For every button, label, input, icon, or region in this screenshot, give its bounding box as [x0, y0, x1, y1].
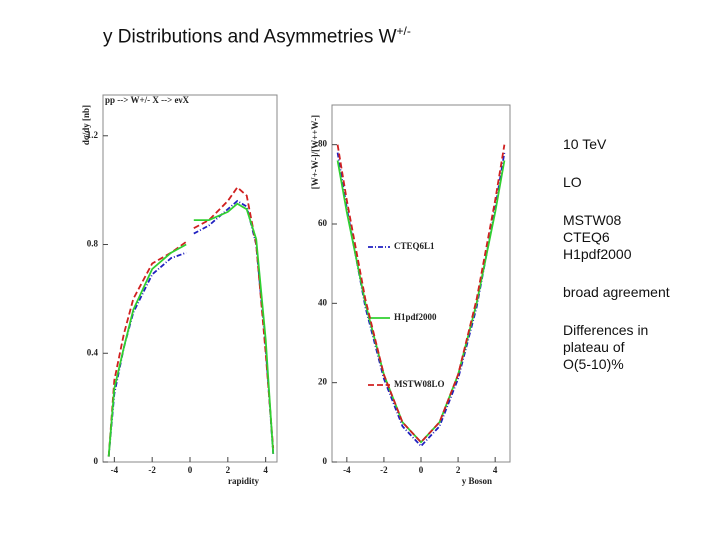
- y-tick-label: 0: [323, 456, 328, 466]
- legend-label: H1pdf2000: [394, 312, 437, 322]
- x-tick-label: 2: [226, 465, 231, 475]
- note-line: CTEQ6: [563, 229, 610, 245]
- x-tick-label: 4: [263, 465, 268, 475]
- note-line: 10 TeV: [563, 136, 607, 152]
- note-line: Differences in: [563, 322, 649, 338]
- plot-frame: [102, 94, 278, 463]
- note: MSTW08 CTEQ6 H1pdf2000: [563, 212, 670, 263]
- series-line: [107, 202, 275, 457]
- note-line: plateau of: [563, 339, 625, 355]
- x-tick-label: -2: [380, 465, 388, 475]
- note-line: H1pdf2000: [563, 246, 632, 262]
- legend-label: CTEQ6L1: [394, 241, 435, 251]
- series-line: [336, 152, 506, 448]
- note: broad agreement: [563, 284, 670, 301]
- y-axis-label: dσ/dy [nb]: [81, 105, 91, 145]
- series-line: [107, 186, 275, 457]
- y-tick-label: 60: [318, 218, 328, 228]
- x-axis-label: y Boson: [462, 476, 492, 486]
- y-axis-label: [W+-W-]/[W++W-]: [310, 115, 320, 189]
- note-line: O(5-10)%: [563, 356, 624, 372]
- slide-title: y Distributions and Asymmetries W+/-: [103, 24, 411, 48]
- series-line: [336, 160, 506, 444]
- y-tick-label: 80: [318, 139, 328, 149]
- notes: 10 TeV LO MSTW08 CTEQ6 H1pdf2000 broad agreem…: [563, 136, 670, 394]
- title-sup: +/-: [396, 24, 411, 38]
- x-tick-label: -2: [148, 465, 156, 475]
- note: Differences in plateau of O(5-10)%: [563, 322, 670, 373]
- y-tick-label: 1.2: [87, 130, 99, 140]
- note-line: MSTW08: [563, 212, 622, 228]
- title-text: y Distributions and Asymmetries W: [103, 26, 397, 48]
- series-line: [107, 199, 275, 457]
- note: 10 TeV: [563, 136, 670, 153]
- x-tick-label: -4: [111, 465, 119, 475]
- x-axis-label: rapidity: [228, 476, 260, 486]
- y-tick-label: 0: [94, 456, 99, 466]
- x-tick-label: -4: [343, 465, 351, 475]
- note-line: broad agreement: [563, 284, 670, 300]
- x-tick-label: 0: [188, 465, 193, 475]
- chart-title: pp --> W+/- X --> eνX: [105, 95, 189, 105]
- x-tick-label: 4: [493, 465, 498, 475]
- x-tick-label: 2: [456, 465, 461, 475]
- x-tick-label: 0: [419, 465, 424, 475]
- plot-frame: [331, 104, 511, 463]
- note-line: LO: [563, 174, 582, 190]
- y-tick-label: 40: [318, 297, 328, 307]
- y-tick-label: 0.8: [87, 239, 99, 249]
- y-tick-label: 0.4: [87, 347, 99, 357]
- y-tick-label: 20: [318, 377, 328, 387]
- legend-label: MSTW08LO: [394, 379, 445, 389]
- note: LO: [563, 174, 670, 191]
